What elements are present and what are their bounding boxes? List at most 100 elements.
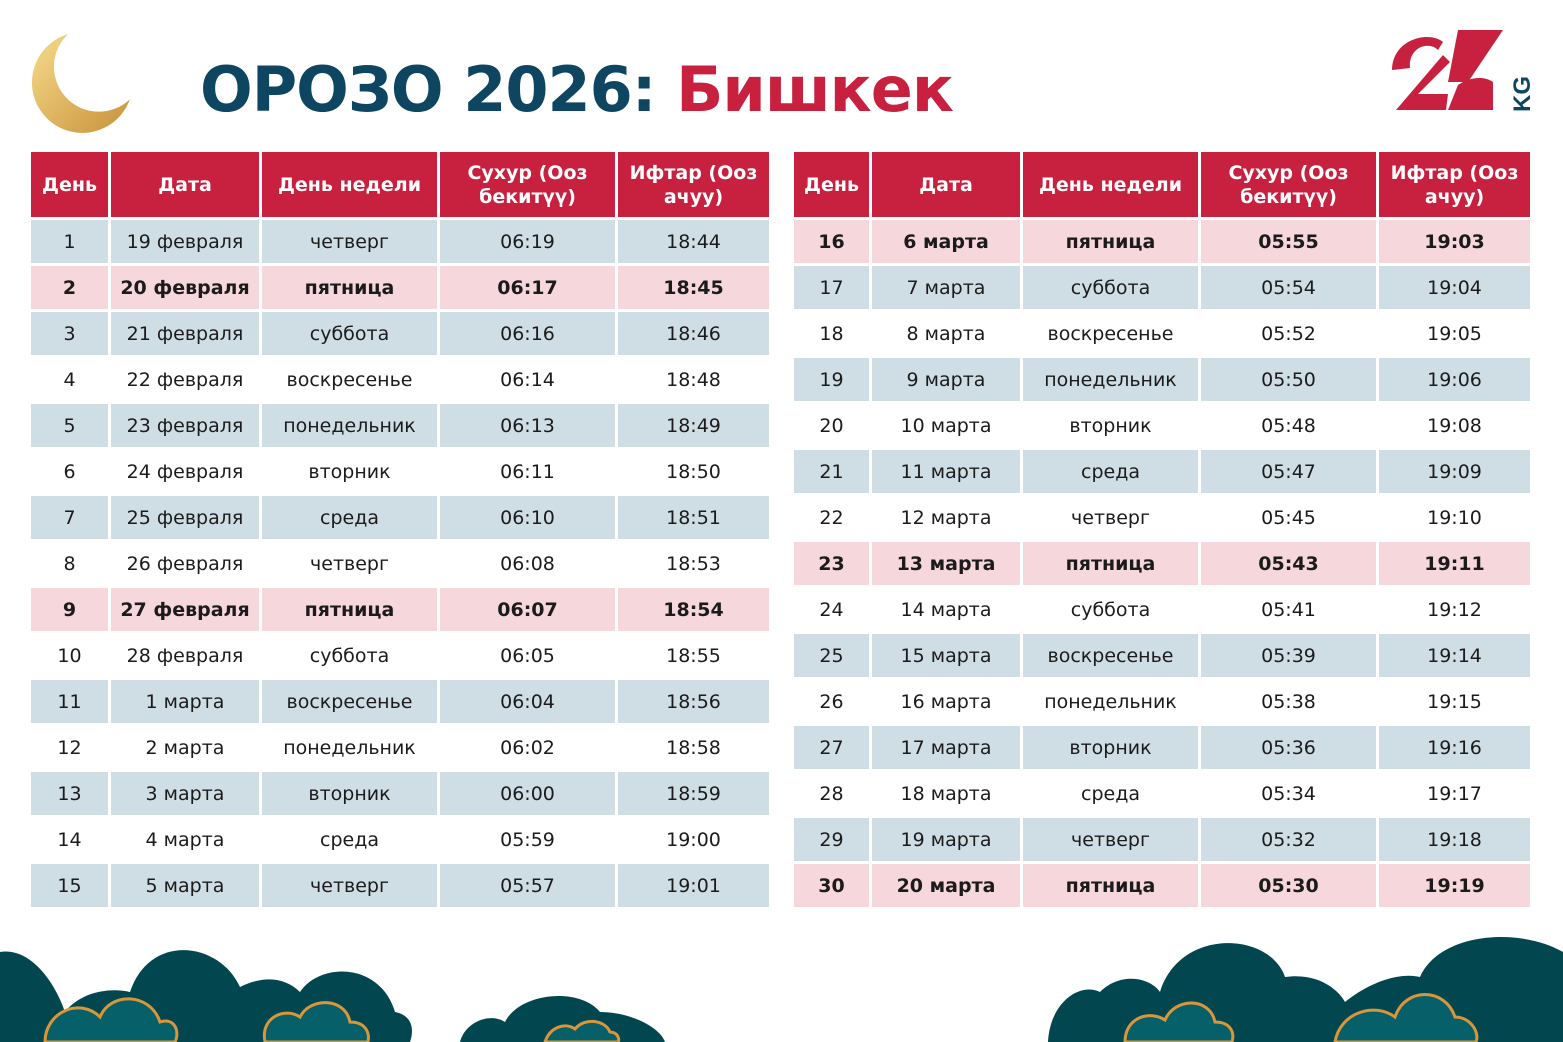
table-row: 3 21 февраля суббота 06:16 18:46: [31, 312, 769, 355]
cell-weekday: четверг: [262, 542, 437, 585]
cell-date: 25 февраля: [111, 496, 259, 539]
table-row: 26 16 марта понедельник 05:38 19:15: [794, 680, 1530, 723]
title-city: Бишкек: [676, 53, 954, 126]
cell-date: 21 февраля: [111, 312, 259, 355]
cell-suhur-time: 05:48: [1201, 404, 1376, 447]
schedule-table-left: День Дата День недели Сухур (Ооз бекитүү…: [28, 149, 772, 910]
cell-day: 15: [31, 864, 108, 907]
cell-suhur-time: 05:45: [1201, 496, 1376, 539]
table-row: 6 24 февраля вторник 06:11 18:50: [31, 450, 769, 493]
cell-day: 13: [31, 772, 108, 815]
cell-iftar-time: 19:09: [1379, 450, 1530, 493]
table-row: 14 4 марта среда 05:59 19:00: [31, 818, 769, 861]
cell-day: 29: [794, 818, 869, 861]
cell-iftar-time: 19:17: [1379, 772, 1530, 815]
cell-iftar-time: 19:00: [618, 818, 769, 861]
cell-date: 14 марта: [872, 588, 1020, 631]
cell-date: 15 марта: [872, 634, 1020, 677]
cell-iftar-time: 18:55: [618, 634, 769, 677]
table-row: 13 3 марта вторник 06:00 18:59: [31, 772, 769, 815]
cell-iftar-time: 18:48: [618, 358, 769, 401]
table-row: 24 14 марта суббота 05:41 19:12: [794, 588, 1530, 631]
crescent-moon-icon: [31, 34, 130, 133]
cell-weekday: пятница: [262, 588, 437, 631]
cell-day: 16: [794, 220, 869, 263]
cell-weekday: среда: [262, 496, 437, 539]
cell-weekday: вторник: [262, 450, 437, 493]
table-row: 10 28 февраля суббота 06:05 18:55: [31, 634, 769, 677]
cell-day: 10: [31, 634, 108, 677]
cell-iftar-time: 19:01: [618, 864, 769, 907]
table-row: 20 10 марта вторник 05:48 19:08: [794, 404, 1530, 447]
cell-suhur-time: 06:11: [440, 450, 615, 493]
cell-weekday: понедельник: [1023, 680, 1198, 723]
cell-suhur-time: 05:32: [1201, 818, 1376, 861]
cell-weekday: вторник: [1023, 404, 1198, 447]
cell-date: 27 февраля: [111, 588, 259, 631]
table-row: 25 15 марта воскресенье 05:39 19:14: [794, 634, 1530, 677]
cell-day: 17: [794, 266, 869, 309]
24kg-logo: KG: [1392, 30, 1533, 112]
cell-day: 3: [31, 312, 108, 355]
table-row: 7 25 февраля среда 06:10 18:51: [31, 496, 769, 539]
cell-day: 24: [794, 588, 869, 631]
cell-date: 13 марта: [872, 542, 1020, 585]
cell-iftar-time: 18:53: [618, 542, 769, 585]
cell-day: 19: [794, 358, 869, 401]
column-header-iftar: Ифтар (Ооз ачуу): [618, 152, 769, 217]
cell-suhur-time: 06:05: [440, 634, 615, 677]
table-row: 4 22 февраля воскресенье 06:14 18:48: [31, 358, 769, 401]
cell-day: 7: [31, 496, 108, 539]
cell-weekday: вторник: [262, 772, 437, 815]
cell-iftar-time: 18:59: [618, 772, 769, 815]
cell-suhur-time: 06:04: [440, 680, 615, 723]
cell-weekday: понедельник: [1023, 358, 1198, 401]
column-header-date: Дата: [872, 152, 1020, 217]
cell-suhur-time: 06:16: [440, 312, 615, 355]
column-header-day: День: [31, 152, 108, 217]
table-header: День Дата День недели Сухур (Ооз бекитүү…: [794, 152, 1530, 217]
cell-weekday: суббота: [1023, 266, 1198, 309]
cell-day: 25: [794, 634, 869, 677]
cell-day: 2: [31, 266, 108, 309]
cell-date: 26 февраля: [111, 542, 259, 585]
cell-iftar-time: 19:08: [1379, 404, 1530, 447]
cell-suhur-time: 05:57: [440, 864, 615, 907]
cell-date: 28 февраля: [111, 634, 259, 677]
cell-date: 20 марта: [872, 864, 1020, 907]
cell-iftar-time: 18:54: [618, 588, 769, 631]
cell-weekday: среда: [262, 818, 437, 861]
cell-day: 18: [794, 312, 869, 355]
column-header-suhur: Сухур (Ооз бекитүү): [1201, 152, 1376, 217]
cell-date: 6 марта: [872, 220, 1020, 263]
cell-suhur-time: 05:50: [1201, 358, 1376, 401]
cell-suhur-time: 06:17: [440, 266, 615, 309]
cell-suhur-time: 06:07: [440, 588, 615, 631]
table-row: 22 12 марта четверг 05:45 19:10: [794, 496, 1530, 539]
cell-suhur-time: 05:34: [1201, 772, 1376, 815]
table-row: 1 19 февраля четверг 06:19 18:44: [31, 220, 769, 263]
cell-day: 21: [794, 450, 869, 493]
table-row: 17 7 марта суббота 05:54 19:04: [794, 266, 1530, 309]
cell-weekday: понедельник: [262, 726, 437, 769]
cell-day: 20: [794, 404, 869, 447]
cell-iftar-time: 18:56: [618, 680, 769, 723]
table-row: 27 17 марта вторник 05:36 19:16: [794, 726, 1530, 769]
cell-date: 16 марта: [872, 680, 1020, 723]
cell-suhur-time: 05:39: [1201, 634, 1376, 677]
cell-weekday: воскресенье: [1023, 634, 1198, 677]
cell-date: 9 марта: [872, 358, 1020, 401]
cell-date: 2 марта: [111, 726, 259, 769]
cell-day: 11: [31, 680, 108, 723]
cell-day: 28: [794, 772, 869, 815]
cell-date: 17 марта: [872, 726, 1020, 769]
cell-day: 8: [31, 542, 108, 585]
cell-day: 27: [794, 726, 869, 769]
cell-weekday: пятница: [262, 266, 437, 309]
cell-date: 12 марта: [872, 496, 1020, 539]
cell-date: 7 марта: [872, 266, 1020, 309]
cell-weekday: пятница: [1023, 220, 1198, 263]
table-row: 21 11 марта среда 05:47 19:09: [794, 450, 1530, 493]
cell-iftar-time: 19:06: [1379, 358, 1530, 401]
cell-iftar-time: 19:03: [1379, 220, 1530, 263]
